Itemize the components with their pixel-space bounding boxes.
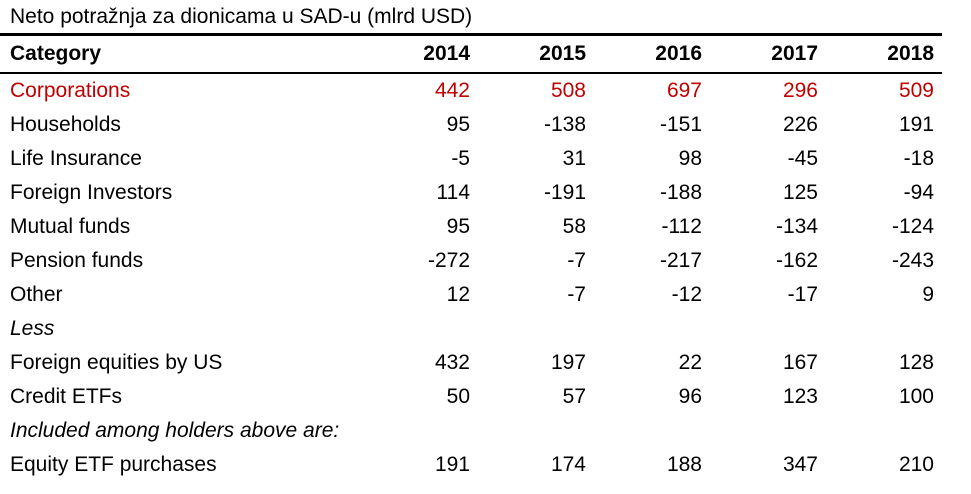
- cell-value: 197: [550, 351, 586, 374]
- cell-value: [362, 312, 478, 346]
- row-label: Foreign Investors: [10, 181, 173, 204]
- cell-value: -12: [671, 283, 702, 306]
- cell-value: 123: [782, 385, 818, 408]
- cell-value: -112: [661, 215, 702, 238]
- cell-value: 31: [562, 147, 586, 170]
- cell-value: 174: [550, 453, 586, 476]
- cell-value: [478, 312, 594, 346]
- cell-value: 697: [666, 79, 702, 102]
- cell-value: 114: [436, 181, 470, 204]
- cell-value: 347: [782, 453, 818, 476]
- row-label: Included among holders above are:: [10, 419, 340, 442]
- cell-value: 9: [922, 283, 934, 306]
- cell-value: 188: [666, 453, 702, 476]
- cell-value: 432: [434, 351, 470, 374]
- cell-value: -7: [567, 249, 586, 272]
- cell-value: -124: [891, 215, 934, 238]
- column-header-2016: 2016: [594, 36, 710, 74]
- table-row: Households 95 -138 -151 226 191: [0, 108, 942, 142]
- cell-value: 191: [434, 453, 470, 476]
- column-header-2018: 2018: [826, 36, 942, 74]
- row-label: Equity ETF purchases: [10, 453, 217, 476]
- cell-value: -18: [903, 147, 934, 170]
- cell-value: -5: [451, 147, 470, 170]
- column-header-category: Category: [0, 36, 362, 74]
- row-label: Mutual funds: [10, 215, 131, 238]
- table-row: Mutual funds 95 58 -112 -134 -124: [0, 210, 942, 244]
- cell-value: 128: [898, 351, 934, 374]
- cell-value: -272: [427, 249, 470, 272]
- table-row: Pension funds -272 -7 -217 -162 -243: [0, 244, 942, 278]
- cell-value: 22: [678, 351, 702, 374]
- cell-value: 98: [678, 147, 702, 170]
- cell-value: -191: [543, 181, 586, 204]
- table-title: Neto potražnja za dionicama u SAD-u (mlr…: [0, 0, 942, 36]
- cell-value: [710, 414, 826, 448]
- cell-value: -217: [659, 249, 702, 272]
- row-label: Corporations: [10, 79, 131, 102]
- column-header-2014: 2014: [362, 36, 478, 74]
- cell-value: [478, 414, 594, 448]
- cell-value: 509: [898, 79, 934, 102]
- cell-value: -17: [787, 283, 818, 306]
- cell-value: 12: [446, 283, 470, 306]
- column-header-2015: 2015: [478, 36, 594, 74]
- cell-value: -138: [543, 113, 586, 136]
- cell-value: -7: [567, 283, 586, 306]
- column-header-2017: 2017: [710, 36, 826, 74]
- cell-value: 57: [562, 385, 586, 408]
- cell-value: 100: [898, 385, 934, 408]
- cell-value: -162: [775, 249, 818, 272]
- row-label: Less: [10, 317, 55, 340]
- table-row: Corporations 442 508 697 296 509: [0, 73, 942, 108]
- table-row: Included among holders above are:: [0, 414, 942, 448]
- cell-value: 508: [550, 79, 586, 102]
- cell-value: -151: [659, 113, 702, 136]
- cell-value: 296: [782, 79, 818, 102]
- cell-value: [362, 414, 478, 448]
- row-label: Other: [10, 283, 63, 306]
- table-row: Credit ETFs 50 57 96 123 100: [0, 380, 942, 414]
- cell-value: 210: [898, 453, 934, 476]
- table-body: Corporations 442 508 697 296 509 Households 95-…: [0, 73, 942, 482]
- spreadsheet-table-region: Neto potražnja za dionicama u SAD-u (mlr…: [0, 0, 942, 482]
- cell-value: [710, 312, 826, 346]
- table-row: Other 12 -7 -12 -17 9: [0, 278, 942, 312]
- row-label: Credit ETFs: [10, 385, 123, 408]
- table-row: Foreign equities by US 432 197 22 167 128: [0, 346, 942, 380]
- cell-value: 50: [446, 385, 470, 408]
- header-row: Category 2014 2015 2016 2017 2018: [0, 36, 942, 74]
- cell-value: 125: [782, 181, 818, 204]
- cell-value: 226: [782, 113, 818, 136]
- row-label: Life Insurance: [10, 147, 142, 170]
- cell-value: 96: [678, 385, 702, 408]
- cell-value: [594, 414, 710, 448]
- table-row: Life Insurance -5 31 98 -45 -18: [0, 142, 942, 176]
- row-label: Pension funds: [10, 249, 144, 272]
- row-label: Households: [10, 113, 121, 136]
- cell-value: [826, 312, 942, 346]
- cell-value: 191: [898, 113, 934, 136]
- cell-value: -243: [891, 249, 934, 272]
- table-row: Foreign Investors 114 -191 -188 125 -94: [0, 176, 942, 210]
- cell-value: -188: [659, 181, 702, 204]
- table-row: Less: [0, 312, 942, 346]
- cell-value: 442: [434, 79, 470, 102]
- data-table: Category 2014 2015 2016 2017 2018 Corporation…: [0, 36, 942, 482]
- cell-value: 95: [446, 113, 470, 136]
- cell-value: 95: [446, 215, 470, 238]
- cell-value: -45: [787, 147, 818, 170]
- table-row: Equity ETF purchases 191 174 188 347 210: [0, 448, 942, 482]
- cell-value: -94: [903, 181, 934, 204]
- cell-value: [826, 414, 942, 448]
- cell-value: -134: [775, 215, 818, 238]
- cell-value: [594, 312, 710, 346]
- cell-value: 58: [562, 215, 586, 238]
- row-label: Foreign equities by US: [10, 351, 223, 374]
- cell-value: 167: [782, 351, 818, 374]
